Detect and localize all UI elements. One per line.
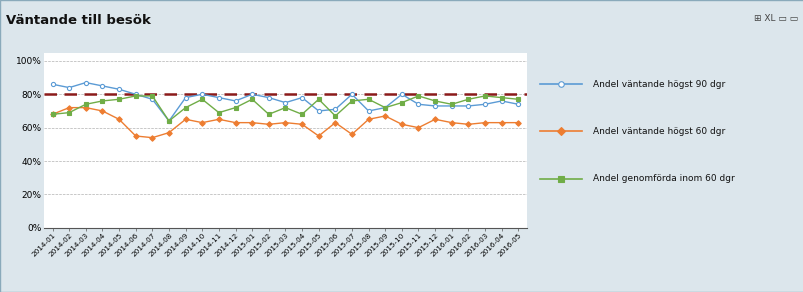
Andel väntande högst 60 dgr bbox=[214, 118, 223, 121]
Andel genomförda inom 60 dgr bbox=[263, 112, 273, 116]
Andel väntande högst 90 dgr bbox=[313, 109, 323, 113]
Andel väntande högst 90 dgr bbox=[397, 93, 406, 96]
Andel väntande högst 90 dgr bbox=[347, 93, 357, 96]
Andel genomförda inom 60 dgr bbox=[131, 94, 141, 98]
Andel genomförda inom 60 dgr bbox=[347, 99, 357, 103]
Andel genomförda inom 60 dgr bbox=[479, 94, 489, 98]
Andel väntande högst 60 dgr bbox=[131, 134, 141, 138]
Andel väntande högst 60 dgr bbox=[330, 121, 340, 124]
Andel väntande högst 90 dgr bbox=[247, 93, 257, 96]
Andel genomförda inom 60 dgr bbox=[164, 119, 173, 123]
Text: Väntande till besök: Väntande till besök bbox=[6, 14, 151, 27]
Andel väntande högst 90 dgr bbox=[114, 88, 124, 91]
Andel väntande högst 60 dgr bbox=[181, 118, 190, 121]
Andel väntande högst 90 dgr bbox=[280, 101, 290, 104]
Text: ⊞ XL ▭ ▭: ⊞ XL ▭ ▭ bbox=[753, 15, 797, 23]
Andel genomförda inom 60 dgr bbox=[247, 98, 257, 101]
Andel genomförda inom 60 dgr bbox=[47, 112, 57, 116]
Andel väntande högst 60 dgr bbox=[430, 118, 439, 121]
Andel väntande högst 60 dgr bbox=[114, 118, 124, 121]
Line: Andel väntande högst 60 dgr: Andel väntande högst 60 dgr bbox=[51, 106, 520, 140]
Andel väntande högst 90 dgr bbox=[430, 104, 439, 108]
Andel väntande högst 90 dgr bbox=[414, 102, 423, 106]
Andel genomförda inom 60 dgr bbox=[64, 111, 74, 114]
Andel väntande högst 60 dgr bbox=[414, 126, 423, 129]
Andel väntande högst 90 dgr bbox=[363, 109, 373, 113]
Line: Andel väntande högst 90 dgr: Andel väntande högst 90 dgr bbox=[51, 81, 520, 123]
Andel genomförda inom 60 dgr bbox=[513, 98, 523, 101]
Andel genomförda inom 60 dgr bbox=[81, 102, 91, 106]
Andel genomförda inom 60 dgr bbox=[297, 112, 307, 116]
Andel väntande högst 60 dgr bbox=[347, 133, 357, 136]
Andel väntande högst 90 dgr bbox=[230, 99, 240, 103]
Andel genomförda inom 60 dgr bbox=[446, 102, 456, 106]
Andel väntande högst 60 dgr bbox=[496, 121, 506, 124]
Andel väntande högst 60 dgr bbox=[47, 112, 57, 116]
Text: Andel väntande högst 90 dgr: Andel väntande högst 90 dgr bbox=[593, 80, 724, 88]
Andel genomförda inom 60 dgr bbox=[280, 106, 290, 110]
Andel genomförda inom 60 dgr bbox=[330, 114, 340, 118]
Andel genomförda inom 60 dgr bbox=[463, 98, 473, 101]
Andel väntande högst 60 dgr bbox=[164, 131, 173, 134]
Line: Andel genomförda inom 60 dgr: Andel genomförda inom 60 dgr bbox=[51, 94, 520, 123]
Andel väntande högst 60 dgr bbox=[198, 121, 207, 124]
Andel väntande högst 90 dgr bbox=[463, 104, 473, 108]
Andel väntande högst 90 dgr bbox=[181, 96, 190, 99]
Andel genomförda inom 60 dgr bbox=[181, 106, 190, 110]
Andel väntande högst 60 dgr bbox=[147, 136, 157, 139]
Andel väntande högst 90 dgr bbox=[380, 106, 389, 110]
Andel genomförda inom 60 dgr bbox=[496, 96, 506, 99]
Andel väntande högst 60 dgr bbox=[263, 123, 273, 126]
Andel väntande högst 60 dgr bbox=[81, 106, 91, 110]
Andel genomförda inom 60 dgr bbox=[114, 98, 124, 101]
Andel genomförda inom 60 dgr bbox=[380, 106, 389, 110]
Andel väntande högst 60 dgr bbox=[380, 114, 389, 118]
Andel väntande högst 60 dgr bbox=[64, 106, 74, 110]
Andel väntande högst 60 dgr bbox=[230, 121, 240, 124]
Andel väntande högst 90 dgr bbox=[47, 83, 57, 86]
Andel väntande högst 60 dgr bbox=[463, 123, 473, 126]
Andel väntande högst 90 dgr bbox=[214, 96, 223, 99]
Andel väntande högst 60 dgr bbox=[97, 109, 107, 113]
Andel genomförda inom 60 dgr bbox=[430, 99, 439, 103]
Andel väntande högst 60 dgr bbox=[297, 123, 307, 126]
Andel väntande högst 60 dgr bbox=[479, 121, 489, 124]
Andel väntande högst 90 dgr bbox=[263, 96, 273, 99]
Andel väntande högst 90 dgr bbox=[81, 81, 91, 84]
Andel väntande högst 90 dgr bbox=[513, 102, 523, 106]
Andel väntande högst 90 dgr bbox=[446, 104, 456, 108]
Andel genomförda inom 60 dgr bbox=[147, 94, 157, 98]
Andel väntande högst 90 dgr bbox=[147, 98, 157, 101]
Andel genomförda inom 60 dgr bbox=[97, 99, 107, 103]
Andel väntande högst 90 dgr bbox=[479, 102, 489, 106]
Andel väntande högst 90 dgr bbox=[97, 84, 107, 88]
Text: Andel genomförda inom 60 dgr: Andel genomförda inom 60 dgr bbox=[593, 174, 734, 183]
Andel väntande högst 90 dgr bbox=[198, 93, 207, 96]
Andel genomförda inom 60 dgr bbox=[214, 111, 223, 114]
Andel genomförda inom 60 dgr bbox=[414, 94, 423, 98]
Andel väntande högst 60 dgr bbox=[363, 118, 373, 121]
Andel väntande högst 90 dgr bbox=[131, 93, 141, 96]
Andel väntande högst 60 dgr bbox=[247, 121, 257, 124]
Andel väntande högst 60 dgr bbox=[397, 123, 406, 126]
Andel genomförda inom 60 dgr bbox=[230, 106, 240, 110]
Text: Andel väntande högst 60 dgr: Andel väntande högst 60 dgr bbox=[593, 127, 724, 136]
Andel väntande högst 60 dgr bbox=[446, 121, 456, 124]
Andel genomförda inom 60 dgr bbox=[313, 98, 323, 101]
Andel väntande högst 90 dgr bbox=[64, 86, 74, 89]
Andel genomförda inom 60 dgr bbox=[397, 101, 406, 104]
Andel väntande högst 90 dgr bbox=[496, 99, 506, 103]
Andel genomförda inom 60 dgr bbox=[198, 98, 207, 101]
Andel väntande högst 60 dgr bbox=[513, 121, 523, 124]
Andel väntande högst 60 dgr bbox=[280, 121, 290, 124]
Andel väntande högst 60 dgr bbox=[313, 134, 323, 138]
Andel genomförda inom 60 dgr bbox=[363, 98, 373, 101]
Andel väntande högst 90 dgr bbox=[330, 107, 340, 111]
Andel väntande högst 90 dgr bbox=[297, 96, 307, 99]
Andel väntande högst 90 dgr bbox=[164, 119, 173, 123]
